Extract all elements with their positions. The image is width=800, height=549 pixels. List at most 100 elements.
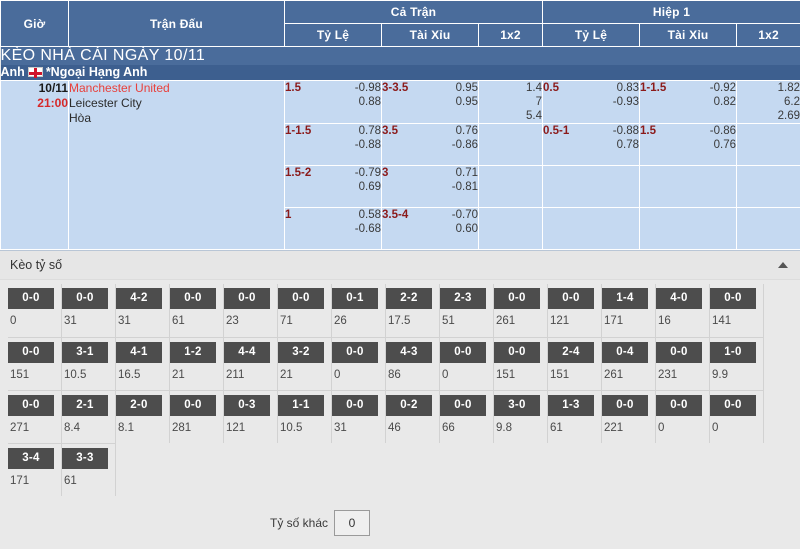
odd-x[interactable]: 6.2 — [737, 95, 800, 109]
odd-x[interactable]: 7 — [479, 95, 542, 109]
score-chip[interactable]: 3-0 — [494, 395, 540, 416]
score-odd-value[interactable]: 0 — [656, 416, 709, 434]
score-odd-value[interactable]: 17.5 — [386, 309, 439, 327]
score-chip[interactable]: 0-0 — [170, 288, 216, 309]
odd-2[interactable]: 5.4 — [479, 109, 542, 123]
score-odd-value[interactable]: 141 — [710, 309, 763, 327]
handicap-line[interactable]: 1-1.5 — [285, 124, 311, 138]
score-odd-value[interactable]: 8.1 — [116, 416, 169, 434]
match-row[interactable]: 10/11 21:00 Manchester United Leicester … — [1, 81, 800, 124]
score-odd-value[interactable]: 51 — [440, 309, 493, 327]
half-handicap-cell[interactable]: 0.5-1-0.88 0.78 — [543, 124, 640, 166]
score-chip[interactable]: 2-4 — [548, 342, 594, 363]
score-chip[interactable]: 0-0 — [440, 342, 486, 363]
score-odd-value[interactable]: 281 — [170, 416, 223, 434]
score-odd-value[interactable]: 0 — [710, 416, 763, 434]
score-odd-value[interactable]: 31 — [62, 309, 115, 327]
score-chip[interactable]: 0-1 — [332, 288, 378, 309]
full-1x2-cell[interactable]: 1.4 7 5.4 — [479, 81, 543, 124]
score-odd-value[interactable]: 61 — [548, 416, 601, 434]
home-team-name[interactable]: Manchester United — [69, 81, 284, 96]
score-chip[interactable]: 0-0 — [548, 288, 594, 309]
score-odd-value[interactable]: 31 — [116, 309, 169, 327]
score-chip[interactable]: 4-2 — [116, 288, 162, 309]
caret-up-icon[interactable] — [778, 262, 788, 268]
score-odd-value[interactable]: 211 — [224, 363, 277, 381]
score-chip[interactable]: 4-0 — [656, 288, 702, 309]
score-chip[interactable]: 0-2 — [386, 395, 432, 416]
score-odd-value[interactable]: 271 — [8, 416, 61, 434]
score-odd-value[interactable]: 261 — [494, 309, 547, 327]
score-odd-value[interactable]: 8.4 — [62, 416, 115, 434]
score-odd-value[interactable]: 86 — [386, 363, 439, 381]
score-odd-value[interactable]: 31 — [332, 416, 385, 434]
score-chip[interactable]: 2-3 — [440, 288, 486, 309]
score-chip[interactable]: 0-0 — [494, 288, 540, 309]
score-odd-value[interactable]: 231 — [656, 363, 709, 381]
score-odd-value[interactable]: 21 — [278, 363, 331, 381]
score-chip[interactable]: 2-0 — [116, 395, 162, 416]
overunder-line[interactable]: 1.5 — [640, 124, 656, 138]
score-odd-value[interactable]: 261 — [602, 363, 655, 381]
handicap-odd-home[interactable]: -0.98 — [355, 81, 381, 95]
handicap-odd-away[interactable]: 0.88 — [359, 95, 381, 109]
overunder-odd-over[interactable]: -0.86 — [710, 124, 736, 138]
half-1x2-cell[interactable]: 1.82 6.2 2.69 — [737, 81, 800, 124]
half-overunder-cell[interactable]: 1-1.5-0.92 0.82 — [640, 81, 737, 124]
score-chip[interactable]: 2-1 — [62, 395, 108, 416]
score-odd-value[interactable]: 151 — [548, 363, 601, 381]
score-chip[interactable]: 1-2 — [170, 342, 216, 363]
score-odd-value[interactable]: 23 — [224, 309, 277, 327]
score-chip[interactable]: 4-3 — [386, 342, 432, 363]
score-odd-value[interactable]: 21 — [170, 363, 223, 381]
handicap-odd-away[interactable]: 0.69 — [359, 180, 381, 194]
overunder-odd-under[interactable]: -0.86 — [452, 138, 478, 152]
score-chip[interactable]: 1-0 — [710, 342, 756, 363]
score-chip[interactable]: 0-0 — [602, 395, 648, 416]
score-odd-value[interactable]: 61 — [170, 309, 223, 327]
overunder-odd-under[interactable]: 0.76 — [714, 138, 736, 152]
full-handicap-cell[interactable]: 1.5-2-0.79 0.69 — [285, 166, 382, 208]
overunder-line[interactable]: 3-3.5 — [382, 81, 408, 95]
score-odd-value[interactable]: 26 — [332, 309, 385, 327]
score-odd-value[interactable]: 9.9 — [710, 363, 763, 381]
score-odd-value[interactable]: 61 — [62, 469, 115, 487]
score-chip[interactable]: 3-2 — [278, 342, 324, 363]
full-handicap-cell[interactable]: 1.5-0.98 0.88 — [285, 81, 382, 124]
match-teams-cell[interactable]: Manchester United Leicester City Hòa — [69, 81, 285, 250]
score-chip[interactable]: 4-4 — [224, 342, 270, 363]
score-chip[interactable]: 3-4 — [8, 448, 54, 469]
score-chip[interactable]: 0-0 — [170, 395, 216, 416]
score-odd-value[interactable]: 10.5 — [62, 363, 115, 381]
score-chip[interactable]: 0-0 — [8, 395, 54, 416]
handicap-odd-away[interactable]: -0.68 — [355, 222, 381, 236]
score-odd-value[interactable]: 171 — [8, 469, 61, 487]
other-score-input[interactable]: 0 — [334, 510, 370, 536]
